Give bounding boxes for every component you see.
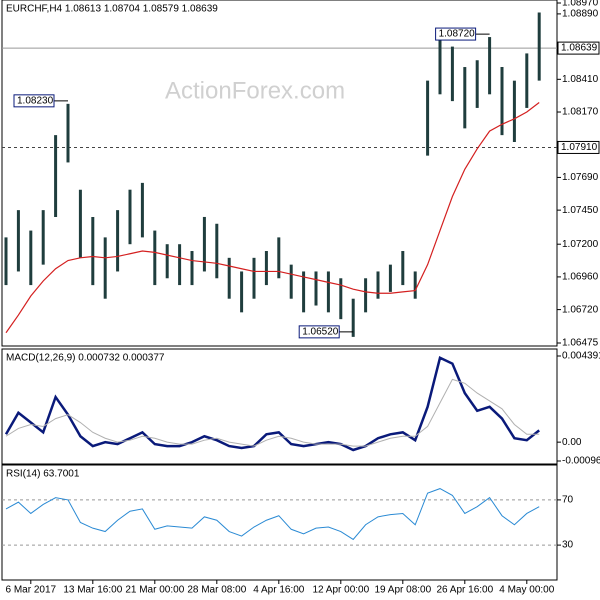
panel-frame: [1, 464, 558, 581]
panel-title: RSI(14) 63.7001: [6, 469, 80, 480]
price-tag: [557, 41, 600, 55]
annotation: 1.06520: [302, 327, 339, 338]
line: [5, 488, 540, 541]
x-tick-label: 4 May 00:00: [499, 585, 554, 596]
y-tick-label: 1.08410: [562, 74, 599, 85]
y-tick-label: 1.07200: [562, 239, 599, 250]
y-tick-label: -0.000961: [562, 456, 600, 467]
price-tag: [557, 140, 600, 154]
x-tick-label: 21 Mar 00:00: [125, 585, 184, 596]
annotation-box: [298, 325, 340, 339]
x-tick-label: 19 Apr 08:00: [374, 585, 431, 596]
x-tick-label: 13 Mar 16:00: [63, 585, 122, 596]
x-tick-label: 28 Mar 08:00: [187, 585, 246, 596]
panel-title: EURCHF,H4 1.08613 1.08704 1.08579 1.0863…: [6, 4, 218, 15]
y-tick-label: 1.06960: [562, 272, 599, 283]
price-tag-label: 1.07910: [561, 142, 598, 153]
watermark: ActionForex.com: [165, 77, 345, 104]
line: [5, 102, 540, 334]
x-tick-label: 6 Mar 2017: [6, 585, 57, 596]
annotation-box: [435, 27, 477, 41]
y-tick-label: 1.06720: [562, 304, 599, 315]
y-tick-label: 1.08170: [562, 107, 599, 118]
y-tick-label: 1.08970: [562, 0, 599, 9]
price-tag-label: 1.08639: [561, 43, 598, 54]
y-tick-label: 0.00: [562, 437, 582, 448]
annotation-box: [13, 94, 55, 108]
y-tick-label: 30: [562, 540, 574, 551]
y-tick-label: 1.07450: [562, 205, 599, 216]
x-tick-label: 26 Apr 16:00: [436, 585, 493, 596]
panel-title: MACD(12,26,9) 0.000732 0.000377: [6, 353, 165, 364]
annotation: 1.08230: [17, 95, 54, 106]
line: [4, 356, 540, 452]
y-tick-label: 70: [562, 495, 574, 506]
line: [5, 378, 540, 447]
panel-frame: [1, 0, 558, 347]
y-tick-label: 0.004391: [562, 351, 600, 362]
y-tick-label: 1.08890: [562, 9, 599, 20]
x-tick-label: 4 Apr 16:00: [253, 585, 305, 596]
panel-frame: [1, 348, 558, 465]
y-tick-label: 1.06475: [562, 338, 599, 349]
x-tick-label: 12 Apr 00:00: [312, 585, 369, 596]
y-tick-label: 1.07690: [562, 172, 599, 183]
annotation: 1.08720: [439, 29, 476, 40]
